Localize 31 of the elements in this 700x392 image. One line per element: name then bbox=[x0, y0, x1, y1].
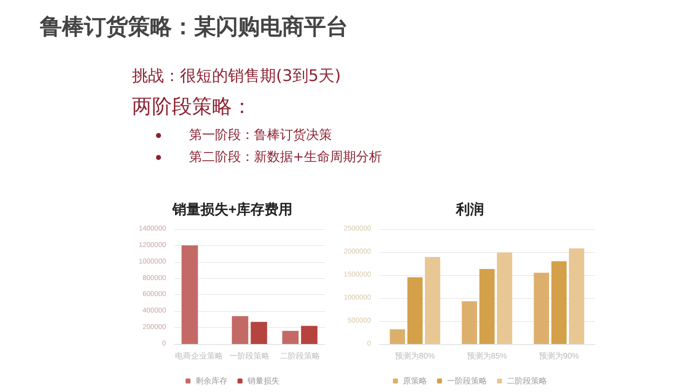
bar bbox=[551, 261, 567, 344]
text: 两阶段策略： bbox=[132, 93, 253, 120]
legend-label: 剩余库存 bbox=[196, 376, 228, 386]
bar bbox=[568, 248, 584, 344]
bar bbox=[301, 326, 318, 344]
bar bbox=[479, 269, 495, 344]
text: 第一阶段：鲁棒订货决策 bbox=[188, 127, 333, 144]
bar bbox=[462, 301, 478, 344]
text: 第二阶段：新数据+生命周期分析 bbox=[188, 149, 383, 166]
bar bbox=[407, 277, 423, 344]
x-tick-label: 预测为80% bbox=[394, 352, 436, 360]
bar bbox=[390, 329, 406, 344]
bar bbox=[182, 245, 198, 344]
legend-label: 原策略 bbox=[403, 376, 427, 386]
chart-title: 利润 bbox=[455, 201, 484, 217]
bar bbox=[282, 330, 299, 344]
bar bbox=[250, 322, 268, 344]
legend-label: 二阶段策略 bbox=[507, 376, 547, 386]
legend-label: 一阶段策略 bbox=[447, 376, 487, 386]
bar bbox=[534, 272, 550, 344]
bar bbox=[232, 316, 248, 344]
x-tick-label: 电商企业策略 bbox=[175, 352, 224, 360]
chart-title: 销量损失+库存费用 bbox=[171, 201, 293, 217]
bar bbox=[424, 257, 440, 344]
legend-label: 销量损失 bbox=[246, 376, 280, 386]
x-tick-label: 预测为85% bbox=[466, 352, 508, 360]
text: 鲁棒订货策略：某闪购电商平台 bbox=[40, 14, 348, 42]
x-tick-label: 预测为90% bbox=[538, 352, 580, 360]
text: 挑战：很短的销售期(3到5天) bbox=[132, 66, 342, 87]
bar bbox=[496, 252, 512, 344]
x-tick-label: 二阶段策略 bbox=[280, 352, 320, 360]
